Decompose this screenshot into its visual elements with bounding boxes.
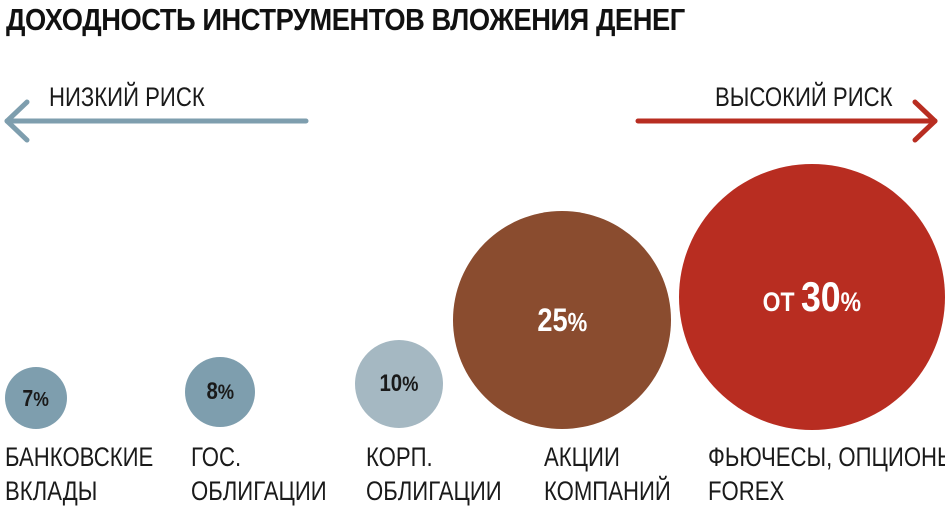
- high-risk-arrow-icon: [635, 99, 938, 143]
- label-line: АКЦИИ: [544, 442, 620, 472]
- label-line: ФЬЮЧЕСЫ, ОПЦИОНЫ,: [708, 442, 945, 472]
- bubble-unit: %: [217, 379, 234, 404]
- bubble-unit: %: [402, 371, 419, 396]
- label-line: ОБЛИГАЦИИ: [366, 476, 502, 506]
- label-line: БАНКОВСКИЕ: [5, 442, 154, 472]
- label-line: FOREX: [708, 476, 785, 506]
- bubble-bank-deposits: 7%: [5, 367, 67, 429]
- low-risk-arrow-icon: [4, 99, 309, 143]
- bubble-stocks: 25%: [453, 211, 671, 429]
- bubble-unit: %: [840, 287, 862, 317]
- label-line: ВКЛАДЫ: [5, 476, 98, 506]
- bubble-unit: %: [567, 306, 587, 337]
- bubble-derivatives: ОТ 30%: [679, 164, 945, 430]
- bubble-value: 10: [379, 370, 403, 397]
- bubble-corp-bonds: 10%: [355, 340, 443, 428]
- label-line: КОРП.: [366, 442, 433, 472]
- bubble-gov-bonds: 8%: [185, 357, 255, 427]
- label-bank-deposits: БАНКОВСКИЕ ВКЛАДЫ: [5, 440, 153, 508]
- bubble-prefix: ОТ: [762, 287, 795, 317]
- bubble-value: 30: [801, 273, 841, 320]
- bubble-value: 25: [537, 301, 568, 338]
- label-corp-bonds: КОРП. ОБЛИГАЦИИ: [366, 440, 502, 508]
- label-line: ОБЛИГАЦИИ: [191, 476, 327, 506]
- label-gov-bonds: ГОС. ОБЛИГАЦИИ: [191, 440, 327, 508]
- high-risk-label: ВЫСОКИЙ РИСК: [715, 82, 893, 112]
- label-line: ГОС.: [191, 442, 242, 472]
- bubble-unit: %: [33, 387, 50, 411]
- bubble-value: 8: [206, 378, 218, 405]
- low-risk-label: НИЗКИЙ РИСК: [49, 82, 205, 112]
- label-derivatives: ФЬЮЧЕСЫ, ОПЦИОНЫ, FOREX: [708, 440, 945, 508]
- page-title: ДОХОДНОСТЬ ИНСТРУМЕНТОВ ВЛОЖЕНИЯ ДЕНЕГ: [6, 2, 685, 37]
- label-line: КОМПАНИЙ: [544, 476, 671, 506]
- bubble-value: 7: [22, 384, 34, 411]
- label-stocks: АКЦИИ КОМПАНИЙ: [544, 440, 671, 508]
